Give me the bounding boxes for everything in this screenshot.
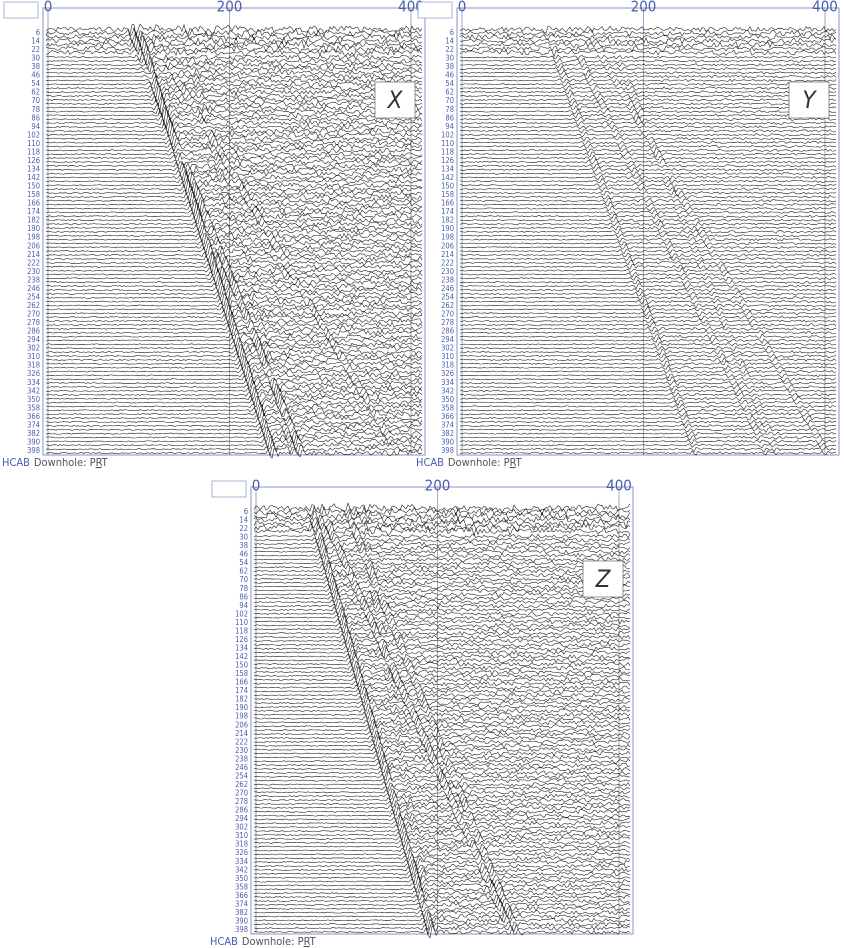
- component-label: Z: [595, 565, 612, 593]
- footer-part: HCAB: [210, 935, 238, 948]
- depth-label: 398: [27, 446, 40, 455]
- panel: 0200400614223038465462707886941021101181…: [210, 477, 633, 948]
- footer-part: T: [101, 456, 109, 469]
- footer-part: T: [515, 456, 523, 469]
- footer-part: HCAB: [2, 456, 30, 469]
- footer: HCABDownhole: PRT: [2, 456, 109, 469]
- x-tick-label: 200: [217, 0, 243, 16]
- header-box: [4, 2, 38, 18]
- page: 0200400614223038465462707886941021101181…: [0, 0, 844, 948]
- depth-label: 398: [441, 446, 454, 455]
- x-tick-label: 200: [425, 477, 451, 495]
- x-tick-label: 200: [631, 0, 657, 16]
- header-box: [212, 481, 246, 497]
- footer-part: HCAB: [416, 456, 444, 469]
- figure: 0200400614223038465462707886941021101181…: [0, 0, 844, 948]
- x-tick-label: 400: [606, 477, 632, 495]
- panel: 0200400614223038465462707886941021101181…: [416, 0, 839, 469]
- footer-part: Downhole: P: [448, 456, 510, 469]
- footer-part: T: [309, 935, 317, 948]
- x-tick-label: 0: [44, 0, 53, 16]
- component-label: Y: [802, 86, 817, 114]
- x-tick-label: 400: [812, 0, 838, 16]
- footer-part: Downhole: P: [242, 935, 304, 948]
- depth-label: 398: [235, 925, 248, 934]
- header-box: [418, 2, 452, 18]
- component-label: X: [387, 86, 404, 114]
- x-tick-label: 0: [252, 477, 261, 495]
- footer-part: Downhole: P: [34, 456, 96, 469]
- x-tick-label: 0: [458, 0, 467, 16]
